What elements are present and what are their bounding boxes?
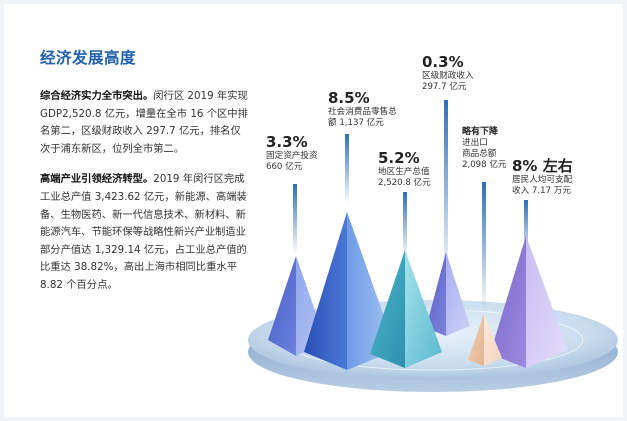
stat-retail: 8.5% 社会消费品零售总 额 1,137 亿元: [328, 90, 397, 129]
stat-label: 区级财政收入: [422, 71, 474, 81]
stat-value: 2,520.8 亿元: [378, 178, 431, 189]
stat-value: 297.7 亿元: [422, 82, 467, 93]
paragraph-industry: 高端产业引领经济转型。2019 年闵行区完成工业总产值 3,423.62 亿元，…: [40, 171, 250, 294]
stat-label: 社会消费品零售总: [328, 107, 397, 117]
page: 经济发展高度 综合经济实力全市突出。闵行区 2019 年实现 GDP2,520.…: [4, 4, 623, 417]
stat-value: 2,098 亿元: [462, 160, 507, 171]
paragraph-body: 2019 年闵行区完成工业总产值 3,423.62 亿元，新能源、高端装备、生物…: [40, 173, 247, 291]
paragraph-lead: 高端产业引领经济转型。: [40, 173, 154, 186]
pyramid-infographic: 3.3% 固定资产投资 660 亿元 8.5% 社会消费品零售总 额 1,137…: [236, 4, 623, 417]
stat-trade: 略有下降 进出口 商品总额 2,098 亿元: [462, 126, 507, 172]
pyramid-trade: [468, 314, 502, 366]
stat-label: 地区生产总值: [378, 167, 430, 177]
stat-label: 商品总额: [462, 149, 497, 160]
stat-percent: 8% 左右: [512, 157, 573, 175]
stat-trend: 略有下降: [462, 127, 499, 137]
stat-percent: 3.3%: [266, 133, 308, 151]
paragraph-lead: 综合经济实力全市突出。: [40, 90, 154, 102]
stat-fixed-asset: 3.3% 固定资产投资 660 亿元: [266, 134, 318, 173]
paragraph-body: 闵行区 2019 年实现 GDP2,520.8 亿元，增量在全市 16 个区中排…: [40, 90, 248, 155]
stat-value: 收入 7.17 万元: [512, 186, 571, 197]
text-column: 经济发展高度 综合经济实力全市突出。闵行区 2019 年实现 GDP2,520.…: [40, 46, 250, 308]
stat-percent: 0.3%: [422, 53, 464, 71]
stat-fiscal: 0.3% 区级财政收入 297.7 亿元: [422, 54, 474, 93]
stat-value: 额 1,137 亿元: [328, 118, 384, 129]
indicator-pillars: [293, 100, 528, 312]
stat-label: 居民人均可支配: [512, 175, 573, 185]
stat-value: 660 亿元: [266, 162, 303, 173]
pyramid-income: [490, 236, 568, 368]
section-title: 经济发展高度: [40, 49, 137, 67]
stat-percent: 8.5%: [328, 89, 370, 107]
pyramid-illustration: [248, 100, 618, 392]
pyramid-gdp: [370, 250, 442, 368]
stat-percent: 5.2%: [378, 149, 420, 167]
stat-income: 8% 左右 居民人均可支配 收入 7.17 万元: [512, 158, 573, 197]
stat-gdp: 5.2% 地区生产总值 2,520.8 亿元: [378, 150, 431, 189]
stat-label: 固定资产投资: [266, 151, 318, 161]
paragraph-economic-strength: 综合经济实力全市突出。闵行区 2019 年实现 GDP2,520.8 亿元，增量…: [40, 88, 250, 158]
pyramid-fiscal: [426, 252, 470, 336]
stat-label: 进出口: [462, 138, 488, 148]
